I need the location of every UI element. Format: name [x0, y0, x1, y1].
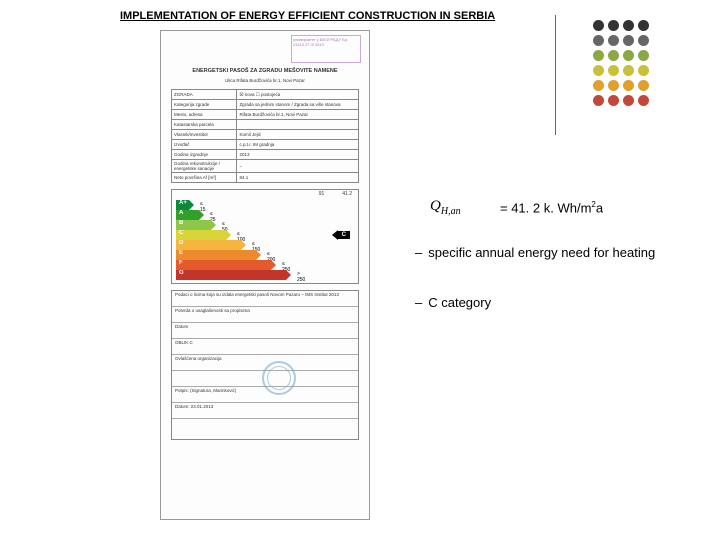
decorative-dot: [623, 20, 634, 31]
table-row: Kategorija zgradeZgrada sa jednim stanom…: [172, 100, 359, 110]
decorative-dot: [608, 50, 619, 61]
energy-bar-A: A≤ 25: [176, 210, 204, 220]
page-title: IMPLEMENTATION OF ENERGY EFFICIENT CONST…: [120, 10, 495, 22]
decorative-dot: [638, 65, 649, 76]
decorative-dot: [593, 50, 604, 61]
decorative-dot: [608, 35, 619, 46]
decorative-dot: [593, 20, 604, 31]
table-row: Neto površina Af [m²]84.1: [172, 173, 359, 183]
footer-row: OBLIK C: [172, 339, 358, 355]
energy-certificate: универзитет у БЕОГРАДУ Бр. 23113 27 III …: [160, 30, 370, 520]
decorative-dot: [593, 35, 604, 46]
certificate-title: ENERGETSKI PASOŠ ZA ZGRADU MEŠOVITE NAME…: [161, 66, 369, 76]
footer-row: Datum: 23.01.2013: [172, 403, 358, 419]
bullet-category: –C category: [415, 295, 491, 310]
decorative-dot: [608, 80, 619, 91]
decorative-dot-grid: [593, 20, 650, 107]
decorative-dot: [638, 20, 649, 31]
table-row: ZGRADA☒ nova ☐ postojeća: [172, 90, 359, 100]
decorative-dot: [638, 80, 649, 91]
certificate-footer-block: Podaci o licima koja su izdala energetsk…: [171, 290, 359, 440]
official-seal-icon: [262, 361, 296, 395]
table-row: Vlasnik/InvestitorKomil Jejić: [172, 130, 359, 140]
decorative-dot: [638, 50, 649, 61]
certificate-address: Ulica Rifata Burdžovića br.1, Novi Pazar: [161, 78, 369, 83]
decorative-dot: [608, 65, 619, 76]
decorative-dot: [623, 65, 634, 76]
table-row: Godina rekonstrukcije / energetske sanac…: [172, 160, 359, 173]
decorative-dot: [623, 80, 634, 91]
energy-bar-E: E≤ 200: [176, 250, 261, 260]
energy-bar-F: F≤ 250: [176, 260, 276, 270]
chart-header-values: 9141.2: [319, 191, 352, 197]
energy-bar-G: G> 250: [176, 270, 291, 280]
q-formula-value: = 41. 2 k. Wh/m2a: [500, 200, 603, 215]
energy-bar-Aplus: A+≤ 15: [176, 200, 194, 210]
decorative-dot: [593, 95, 604, 106]
q-formula-symbol: QH,an: [430, 198, 461, 217]
decorative-dot: [623, 50, 634, 61]
bullet-specific-energy: –specific annual energy need for heating: [415, 245, 655, 260]
footer-row: Potvrda o usaglašenosti sa propisima: [172, 307, 358, 323]
certificate-info-table: ZGRADA☒ nova ☐ postojećaKategorija zgrad…: [171, 89, 359, 183]
table-row: Izvođačc.p.t.r. IM gradnja: [172, 140, 359, 150]
vertical-divider: [555, 15, 556, 135]
decorative-dot: [623, 95, 634, 106]
footer-row: Podaci o licima koja su izdala energetsk…: [172, 291, 358, 307]
energy-bar-D: D≤ 150: [176, 240, 246, 250]
registration-stamp: универзитет у БЕОГРАДУ Бр. 23113 27 III …: [291, 35, 361, 63]
energy-class-chart: 9141.2 A+≤ 15A≤ 25B≤ 50C≤ 100D≤ 150E≤ 200…: [171, 189, 359, 284]
footer-row: Potpis: (Signatura, Marinković): [172, 387, 358, 403]
decorative-dot: [608, 20, 619, 31]
table-row: Katastarska parcela: [172, 120, 359, 130]
decorative-dot: [593, 80, 604, 91]
energy-bar-C: C≤ 100: [176, 230, 231, 240]
decorative-dot: [638, 35, 649, 46]
decorative-dot: [608, 95, 619, 106]
energy-bar-B: B≤ 50: [176, 220, 216, 230]
table-row: Mesto, adresaRifata Burdžovića br.1, Nov…: [172, 110, 359, 120]
decorative-dot: [638, 95, 649, 106]
decorative-dot: [623, 35, 634, 46]
decorative-dot: [593, 65, 604, 76]
footer-row: Datum: [172, 323, 358, 339]
energy-class-pointer: C: [332, 230, 350, 240]
table-row: Godina izgradnje2013: [172, 150, 359, 160]
